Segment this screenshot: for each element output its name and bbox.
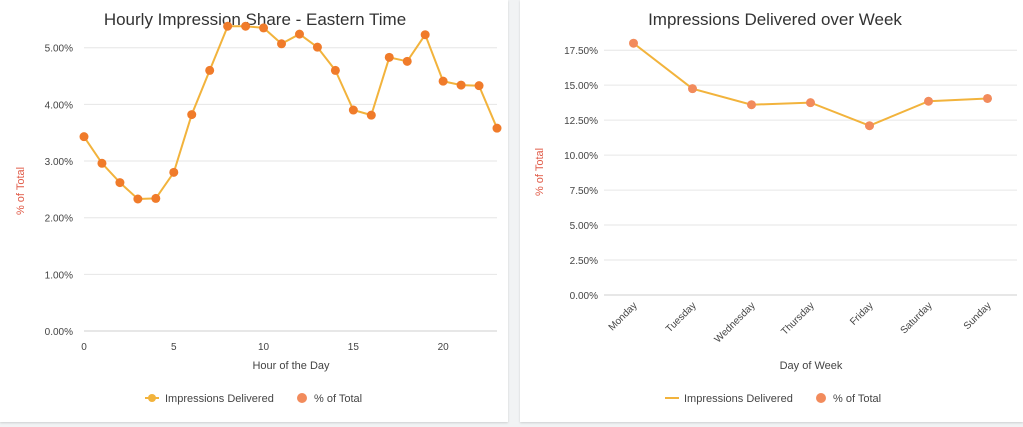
data-point[interactable] — [115, 178, 125, 188]
x-tick-label: 0 — [81, 342, 87, 353]
y-tick-label: 10.00% — [564, 151, 598, 162]
legend-point-swatch — [297, 393, 307, 403]
hourly-legend: Impressions Delivered % of Total — [145, 393, 362, 405]
x-tick-label: 20 — [438, 342, 450, 353]
data-point[interactable] — [983, 93, 992, 103]
legend-point-swatch — [816, 393, 826, 403]
data-point[interactable] — [97, 158, 107, 168]
data-point[interactable] — [312, 42, 322, 52]
legend-label-percent: % of Total — [314, 393, 362, 405]
data-point[interactable] — [924, 96, 933, 106]
x-tick-label: Wednesday — [713, 300, 758, 345]
weekly-chart: Impressions Delivered over Week 0.00% 2.5… — [534, 10, 1017, 405]
weekly-chart-card: Impressions Delivered over Week 0.00% 2.5… — [520, 0, 1023, 422]
y-tick-label: 2.50% — [570, 256, 598, 267]
data-point[interactable] — [492, 123, 502, 133]
data-point[interactable] — [420, 30, 430, 40]
weekly-chart-title: Impressions Delivered over Week — [648, 10, 902, 29]
y-tick-label: 5.00% — [45, 44, 73, 55]
y-tick-label: 0.00% — [570, 291, 598, 302]
x-tick-label: 15 — [348, 342, 360, 353]
x-tick-label: Friday — [848, 300, 875, 327]
data-point[interactable] — [456, 80, 466, 90]
data-point[interactable] — [348, 105, 358, 115]
data-point[interactable] — [133, 194, 143, 204]
data-point[interactable] — [79, 132, 89, 142]
data-point[interactable] — [865, 121, 874, 131]
y-tick-label: 1.00% — [45, 270, 73, 281]
data-point[interactable] — [806, 98, 815, 108]
data-point[interactable] — [747, 100, 756, 110]
data-point[interactable] — [629, 38, 638, 48]
y-tick-label: 2.00% — [45, 214, 73, 225]
x-tick-label: Saturday — [899, 300, 935, 336]
hourly-chart-title: Hourly Impression Share - Eastern Time — [104, 10, 406, 29]
x-tick-label: Sunday — [962, 300, 994, 332]
data-point[interactable] — [205, 65, 215, 75]
weekly-x-axis-title: Day of Week — [780, 360, 843, 372]
data-point[interactable] — [366, 110, 376, 120]
data-point[interactable] — [187, 110, 197, 120]
y-tick-label: 12.50% — [564, 116, 598, 127]
data-point[interactable] — [241, 21, 251, 31]
y-tick-label: 5.00% — [570, 221, 598, 232]
weekly-y-axis-title: % of Total — [534, 148, 546, 196]
hourly-chart-card: Hourly Impression Share - Eastern Time 0… — [0, 0, 508, 422]
data-point[interactable] — [169, 167, 179, 177]
y-tick-label: 4.00% — [45, 100, 73, 111]
series-line-impressions — [632, 42, 988, 127]
x-tick-label: Tuesday — [664, 300, 699, 335]
x-tick-label: Thursday — [779, 300, 816, 337]
hourly-chart: Hourly Impression Share - Eastern Time 0… — [15, 10, 502, 405]
data-point[interactable] — [688, 84, 697, 94]
legend-label-impressions: Impressions Delivered — [684, 393, 793, 405]
data-point[interactable] — [223, 21, 233, 31]
data-point[interactable] — [474, 81, 484, 91]
y-tick-label: 15.00% — [564, 81, 598, 92]
data-point[interactable] — [384, 52, 394, 62]
data-point[interactable] — [402, 56, 412, 66]
hourly-y-axis-title: % of Total — [15, 167, 27, 215]
y-tick-label: 3.00% — [45, 157, 73, 168]
legend-label-impressions: Impressions Delivered — [165, 393, 274, 405]
legend-label-percent: % of Total — [833, 393, 881, 405]
x-tick-label: 5 — [171, 342, 177, 353]
data-point[interactable] — [294, 29, 304, 39]
data-point[interactable] — [438, 76, 448, 86]
y-tick-label: 17.50% — [564, 46, 598, 57]
data-point[interactable] — [259, 23, 269, 33]
x-tick-label: Monday — [607, 300, 640, 333]
legend-line-marker — [148, 394, 156, 402]
weekly-legend: Impressions Delivered % of Total — [665, 393, 881, 405]
y-tick-label: 0.00% — [45, 327, 73, 338]
data-point[interactable] — [330, 65, 340, 75]
series-line-impressions — [83, 25, 498, 201]
data-point[interactable] — [151, 193, 161, 203]
x-tick-label: 10 — [258, 342, 270, 353]
hourly-x-axis-title: Hour of the Day — [252, 360, 330, 372]
data-point[interactable] — [277, 39, 287, 49]
y-tick-label: 7.50% — [570, 186, 598, 197]
